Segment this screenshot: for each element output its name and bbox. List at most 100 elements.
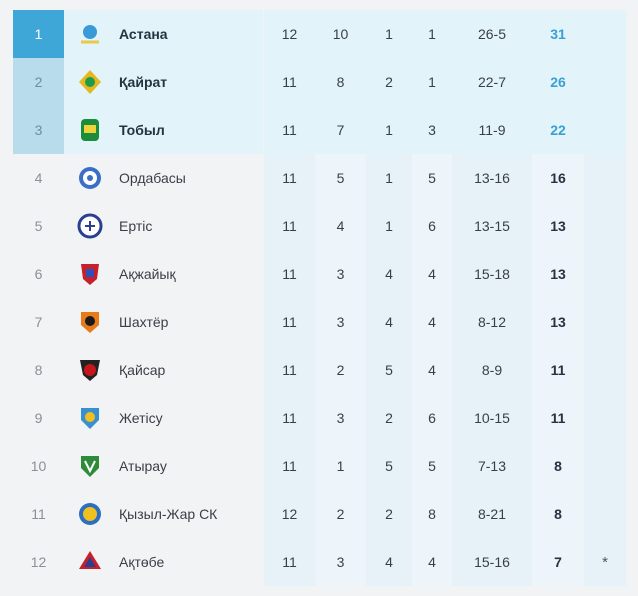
note-cell xyxy=(584,154,626,202)
games-played-cell: 11 xyxy=(264,442,315,490)
team-name[interactable]: Ақжайық xyxy=(115,250,263,298)
table-row[interactable]: 1 Астана 12 10 1 1 26-5 31 xyxy=(0,10,638,58)
team-name[interactable]: Қайсар xyxy=(115,346,263,394)
draws-cell: 1 xyxy=(366,10,412,58)
goals-cell: 15-16 xyxy=(452,538,532,586)
losses-cell: 6 xyxy=(412,202,452,250)
wins-cell: 3 xyxy=(315,538,366,586)
table-row[interactable]: 9 Жетісу 11 3 2 6 10-15 11 xyxy=(0,394,638,442)
wins-cell: 2 xyxy=(315,346,366,394)
rank-cell: 10 xyxy=(13,442,64,490)
kyzylzhar-logo-icon[interactable] xyxy=(64,490,115,538)
table-row[interactable]: 3 Тобыл 11 7 1 3 11-9 22 xyxy=(0,106,638,154)
games-played-cell: 11 xyxy=(264,250,315,298)
team-name[interactable]: Ақтөбе xyxy=(115,538,263,586)
astana-logo-icon[interactable] xyxy=(64,10,115,58)
tobol-logo-icon[interactable] xyxy=(64,106,115,154)
team-name[interactable]: Ертіс xyxy=(115,202,263,250)
games-played-cell: 12 xyxy=(264,10,315,58)
ordabasy-logo-icon[interactable] xyxy=(64,154,115,202)
points-cell: 8 xyxy=(532,442,584,490)
rank-cell: 2 xyxy=(13,58,64,106)
table-row[interactable]: 12 Ақтөбе 11 3 4 4 15-16 7 * xyxy=(0,538,638,586)
games-played-cell: 11 xyxy=(264,298,315,346)
team-name[interactable]: Тобыл xyxy=(115,106,263,154)
wins-cell: 8 xyxy=(315,58,366,106)
goals-cell: 22-7 xyxy=(452,58,532,106)
note-cell xyxy=(584,250,626,298)
points-cell: 13 xyxy=(532,250,584,298)
note-cell xyxy=(584,442,626,490)
rank-cell: 9 xyxy=(13,394,64,442)
rank-cell: 6 xyxy=(13,250,64,298)
table-row[interactable]: 4 Ордабасы 11 5 1 5 13-16 16 xyxy=(0,154,638,202)
points-cell: 22 xyxy=(532,106,584,154)
games-played-cell: 11 xyxy=(264,202,315,250)
goals-cell: 7-13 xyxy=(452,442,532,490)
losses-cell: 1 xyxy=(412,58,452,106)
note-cell xyxy=(584,298,626,346)
draws-cell: 2 xyxy=(366,394,412,442)
points-cell: 26 xyxy=(532,58,584,106)
kairat-logo-icon[interactable] xyxy=(64,58,115,106)
points-cell: 11 xyxy=(532,346,584,394)
table-row[interactable]: 7 Шахтёр 11 3 4 4 8-12 13 xyxy=(0,298,638,346)
table-row[interactable]: 2 Қайрат 11 8 2 1 22-7 26 xyxy=(0,58,638,106)
rank-cell: 11 xyxy=(13,490,64,538)
losses-cell: 5 xyxy=(412,442,452,490)
wins-cell: 3 xyxy=(315,298,366,346)
games-played-cell: 11 xyxy=(264,538,315,586)
note-cell xyxy=(584,394,626,442)
team-name[interactable]: Ордабасы xyxy=(115,154,263,202)
points-cell: 13 xyxy=(532,298,584,346)
team-name[interactable]: Қызыл-Жар СК xyxy=(115,490,263,538)
draws-cell: 4 xyxy=(366,298,412,346)
losses-cell: 4 xyxy=(412,346,452,394)
games-played-cell: 11 xyxy=(264,394,315,442)
losses-cell: 4 xyxy=(412,298,452,346)
team-name[interactable]: Атырау xyxy=(115,442,263,490)
goals-cell: 8-9 xyxy=(452,346,532,394)
draws-cell: 5 xyxy=(366,442,412,490)
draws-cell: 5 xyxy=(366,346,412,394)
wins-cell: 3 xyxy=(315,250,366,298)
team-name[interactable]: Шахтёр xyxy=(115,298,263,346)
draws-cell: 2 xyxy=(366,490,412,538)
losses-cell: 5 xyxy=(412,154,452,202)
points-cell: 8 xyxy=(532,490,584,538)
wins-cell: 5 xyxy=(315,154,366,202)
shakhter-logo-icon[interactable] xyxy=(64,298,115,346)
games-played-cell: 11 xyxy=(264,58,315,106)
table-row[interactable]: 11 Қызыл-Жар СК 12 2 2 8 8-21 8 xyxy=(0,490,638,538)
zhetysu-logo-icon[interactable] xyxy=(64,394,115,442)
table-row[interactable]: 10 Атырау 11 1 5 5 7-13 8 xyxy=(0,442,638,490)
draws-cell: 4 xyxy=(366,538,412,586)
wins-cell: 1 xyxy=(315,442,366,490)
wins-cell: 2 xyxy=(315,490,366,538)
rank-cell: 1 xyxy=(13,10,64,58)
note-cell xyxy=(584,346,626,394)
games-played-cell: 12 xyxy=(264,490,315,538)
draws-cell: 2 xyxy=(366,58,412,106)
goals-cell: 11-9 xyxy=(452,106,532,154)
rank-cell: 8 xyxy=(13,346,64,394)
irtysh-logo-icon[interactable] xyxy=(64,202,115,250)
losses-cell: 8 xyxy=(412,490,452,538)
team-name[interactable]: Астана xyxy=(115,10,263,58)
goals-cell: 26-5 xyxy=(452,10,532,58)
table-row[interactable]: 8 Қайсар 11 2 5 4 8-9 11 xyxy=(0,346,638,394)
aktobe-logo-icon[interactable] xyxy=(64,538,115,586)
table-row[interactable]: 5 Ертіс 11 4 1 6 13-15 13 xyxy=(0,202,638,250)
atyrau-logo-icon[interactable] xyxy=(64,442,115,490)
kaisar-logo-icon[interactable] xyxy=(64,346,115,394)
team-name[interactable]: Қайрат xyxy=(115,58,263,106)
losses-cell: 4 xyxy=(412,538,452,586)
akzhaiyk-logo-icon[interactable] xyxy=(64,250,115,298)
losses-cell: 6 xyxy=(412,394,452,442)
rank-cell: 7 xyxy=(13,298,64,346)
points-cell: 13 xyxy=(532,202,584,250)
draws-cell: 1 xyxy=(366,202,412,250)
draws-cell: 4 xyxy=(366,250,412,298)
table-row[interactable]: 6 Ақжайық 11 3 4 4 15-18 13 xyxy=(0,250,638,298)
team-name[interactable]: Жетісу xyxy=(115,394,263,442)
